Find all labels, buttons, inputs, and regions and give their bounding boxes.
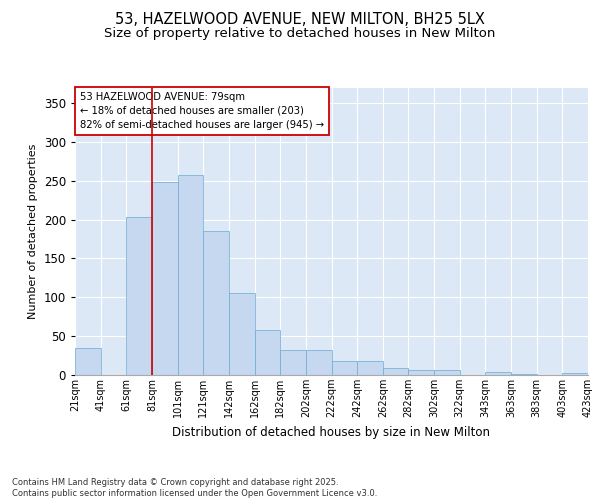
Bar	[511, 374, 537, 375]
Bar	[383, 368, 409, 375]
Bar	[280, 350, 306, 375]
Bar	[254, 330, 280, 375]
Y-axis label: Number of detached properties: Number of detached properties	[28, 144, 38, 319]
Bar	[409, 370, 434, 375]
Bar	[562, 374, 588, 375]
Bar	[178, 174, 203, 375]
Text: Size of property relative to detached houses in New Milton: Size of property relative to detached ho…	[104, 28, 496, 40]
Text: 53, HAZELWOOD AVENUE, NEW MILTON, BH25 5LX: 53, HAZELWOOD AVENUE, NEW MILTON, BH25 5…	[115, 12, 485, 28]
Bar	[152, 182, 178, 375]
Bar	[434, 370, 460, 375]
Bar	[75, 348, 101, 375]
X-axis label: Distribution of detached houses by size in New Milton: Distribution of detached houses by size …	[173, 426, 491, 438]
Bar	[229, 292, 254, 375]
Bar	[127, 218, 152, 375]
Bar	[331, 361, 357, 375]
Text: Contains HM Land Registry data © Crown copyright and database right 2025.
Contai: Contains HM Land Registry data © Crown c…	[12, 478, 377, 498]
Bar	[357, 361, 383, 375]
Bar	[306, 350, 331, 375]
Bar	[203, 231, 229, 375]
Bar	[485, 372, 511, 375]
Text: 53 HAZELWOOD AVENUE: 79sqm
← 18% of detached houses are smaller (203)
82% of sem: 53 HAZELWOOD AVENUE: 79sqm ← 18% of deta…	[80, 92, 324, 130]
